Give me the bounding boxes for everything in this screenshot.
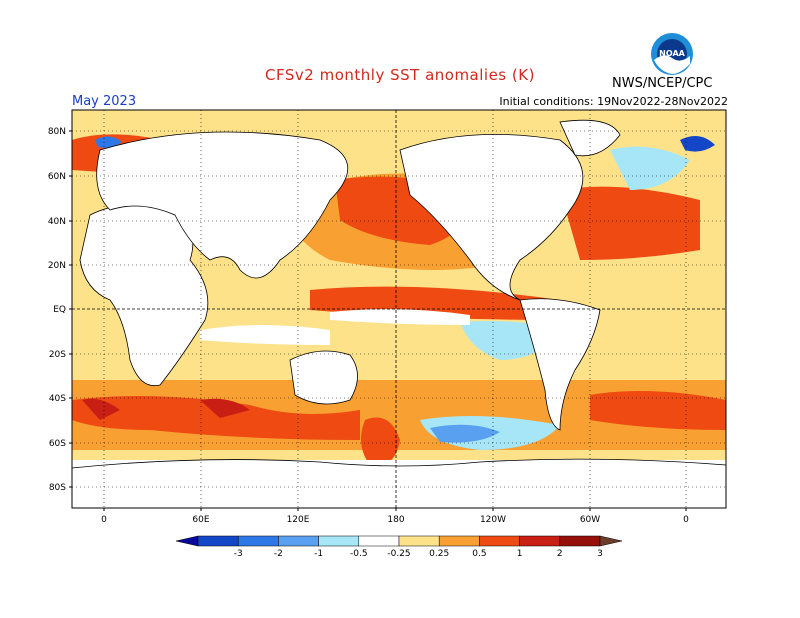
colorbar-label: -3 xyxy=(234,549,243,559)
map-title: CFSv2 monthly SST anomalies (K) xyxy=(265,66,535,84)
colorbar-swatch xyxy=(438,535,480,547)
latitude-label: 60N xyxy=(48,172,66,182)
colorbar-label: -0.25 xyxy=(387,549,410,559)
colorbar-swatch xyxy=(559,535,601,547)
colorbar-swatch xyxy=(318,535,360,547)
longitude-label: 120E xyxy=(287,515,310,525)
valid-month: May 2023 xyxy=(72,94,137,109)
colorbar-label: 2 xyxy=(557,549,563,559)
colorbar-label: -2 xyxy=(274,549,283,559)
latitude-label: 20S xyxy=(49,350,66,360)
longitude-label: 120W xyxy=(480,515,506,525)
latitude-label: EQ xyxy=(53,305,66,315)
longitude-label: 0 xyxy=(101,515,107,525)
colorbar-swatch xyxy=(479,535,520,547)
north-america-landmass xyxy=(399,133,584,301)
latitude-label: 40S xyxy=(49,394,66,404)
graticule xyxy=(72,110,726,508)
longitude-label: 60W xyxy=(580,515,600,525)
colorbar-label: 3 xyxy=(597,549,603,559)
colorbar-label: 0.25 xyxy=(429,549,449,559)
colorbar-label: -1 xyxy=(314,549,323,559)
colorbar-label: -0.5 xyxy=(350,549,368,559)
eurasia-landmass xyxy=(96,131,348,279)
colorbar-label: 0.5 xyxy=(472,549,486,559)
agency-label: NWS/NCEP/CPC xyxy=(612,76,713,91)
colorbar-swatch xyxy=(237,535,279,547)
initial-conditions: Initial conditions: 19Nov2022-28Nov2022 xyxy=(499,95,728,108)
longitude-label: 180 xyxy=(387,515,404,525)
latitude-label: 80S xyxy=(49,483,66,493)
australia-landmass xyxy=(289,350,358,405)
land-masses xyxy=(72,119,726,508)
latitude-label: 60S xyxy=(49,439,66,449)
antarctica-landmass xyxy=(72,458,726,508)
longitude-label: 60E xyxy=(192,515,209,525)
colorbar-max-arrow xyxy=(599,535,623,547)
longitude-label: 0 xyxy=(683,515,689,525)
colorbar-swatch xyxy=(398,535,440,547)
latitude-label: 20N xyxy=(48,261,66,271)
latitude-label: 40N xyxy=(48,217,66,227)
colorbar: -3 -2 -1 -0.5 -0.25 0.25 0.5 1 2 3 xyxy=(175,535,623,559)
colorbar-label: 1 xyxy=(517,549,523,559)
noaa-logo-text: NOAA xyxy=(659,49,685,58)
colorbar-min-arrow xyxy=(175,535,199,547)
colorbar-swatch xyxy=(197,535,239,547)
latitude-label: 80N xyxy=(48,127,66,137)
colorbar-swatch xyxy=(519,535,561,547)
noaa-logo: NOAA xyxy=(651,33,693,75)
colorbar-swatch xyxy=(278,535,319,547)
colorbar-swatch xyxy=(358,535,400,547)
south-america-landmass xyxy=(519,298,601,431)
